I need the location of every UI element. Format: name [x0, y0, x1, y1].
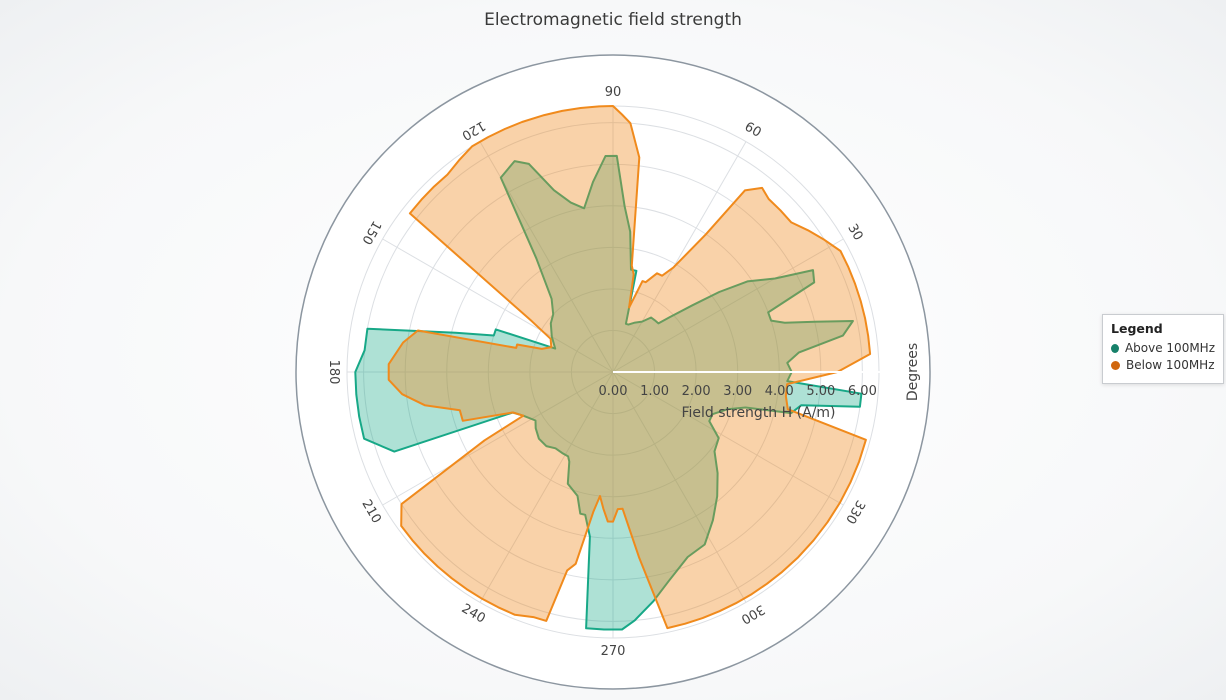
angular-tick-label: 60 — [742, 119, 764, 140]
series-layer — [354, 105, 872, 631]
radial-tick-label: 1.00 — [640, 384, 669, 399]
angular-tick-label: 90 — [605, 85, 622, 100]
legend-swatch-above — [1111, 343, 1119, 353]
legend-title: Legend — [1111, 321, 1163, 336]
grid-spoke — [382, 238, 614, 373]
radial-tick-label: 2.00 — [682, 384, 711, 399]
grid-spoke — [382, 371, 614, 506]
grid-spoke — [612, 371, 844, 506]
radial-tick-label: 0.00 — [599, 384, 628, 399]
angular-tick-label: 270 — [601, 644, 626, 659]
grid-spoke — [479, 371, 614, 603]
grid-spoke — [612, 371, 747, 603]
radial-tick-label: 6.00 — [848, 384, 877, 399]
angular-axis-title: Degrees — [905, 343, 921, 401]
legend-item-above[interactable]: Above 100MHz — [1111, 341, 1215, 355]
radial-axis-title: Field strength H (A/m) — [681, 405, 835, 421]
legend-label-above: Above 100MHz — [1124, 341, 1215, 355]
radial-tick-label: 4.00 — [765, 384, 794, 399]
series-area-above-100mhz[interactable] — [354, 154, 863, 631]
grid-spoke — [612, 141, 747, 373]
radial-tick-label: 3.00 — [723, 384, 752, 399]
series-area-below-100mhz[interactable] — [387, 105, 872, 630]
grid-spoke — [612, 238, 844, 373]
radial-tick-label: 5.00 — [806, 384, 835, 399]
legend: Legend Above 100MHz Below 100MHz — [1102, 314, 1224, 384]
angular-tick-label: 180 — [326, 360, 341, 385]
legend-swatch-below — [1111, 360, 1120, 370]
chart-title: Electromagnetic field strength — [484, 10, 742, 30]
legend-item-below[interactable]: Below 100MHz — [1111, 358, 1215, 372]
legend-label-below: Below 100MHz — [1126, 358, 1215, 372]
angular-tick-label: 30 — [844, 221, 865, 243]
